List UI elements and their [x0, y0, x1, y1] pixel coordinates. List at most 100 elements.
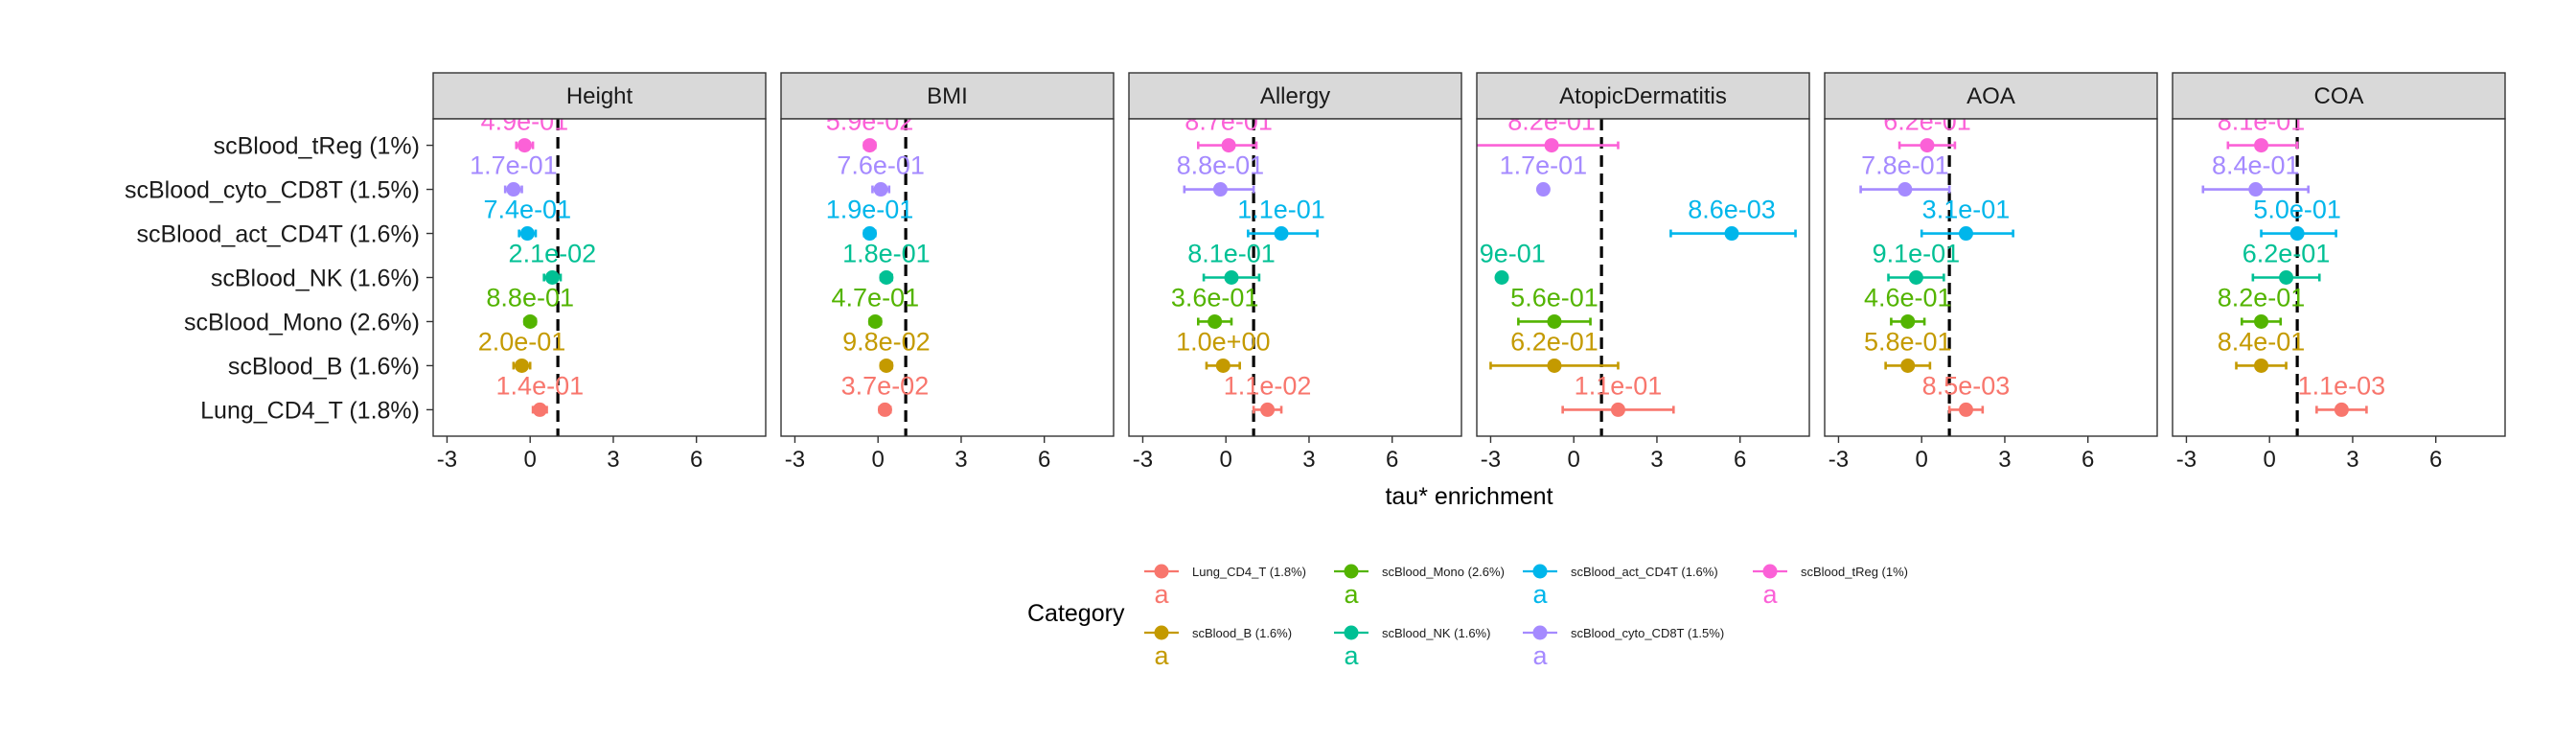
point-aoa-scblood-nk-1-6 — [1908, 270, 1923, 285]
point-label-atopicdermatitis-scblood-treg-1: 8.2e-01 — [1507, 107, 1596, 136]
legend-label-scblood-nk-1-6: scBlood_NK (1.6%) — [1382, 626, 1490, 640]
point-label-atopicdermatitis-scblood-nk-1-6: 1.9e-01 — [1458, 240, 1546, 268]
panel-border-atopicdermatitis — [1476, 118, 1810, 437]
point-label-allergy-lung-cd4-t-1-8: 1.1e-02 — [1224, 371, 1312, 400]
x-tick-label-atopicdermatitis-0: 0 — [1568, 447, 1580, 473]
legend-key-point-scblood-treg-1 — [1762, 564, 1778, 579]
point-label-bmi-lung-cd4-t-1-8: 3.7e-02 — [841, 371, 930, 400]
facet-title-allergy: Allergy — [1260, 83, 1330, 109]
point-label-atopicdermatitis-lung-cd4-t-1-8: 1.1e-01 — [1575, 371, 1663, 400]
facet-title-aoa: AOA — [1966, 83, 2015, 109]
x-tick-label-coa-6: 6 — [2429, 447, 2442, 473]
point-label-atopicdermatitis-scblood-b-1-6: 6.2e-01 — [1510, 327, 1598, 356]
point-atopicdermatitis-scblood-mono-2-6 — [1547, 313, 1562, 329]
panel-content-atopicdermatitis: 8.2e-01 1.7e-01 8.6e-03 1.9e-01 5.6e-01 6.2e-… — [1458, 107, 1797, 436]
point-label-bmi-scblood-mono-2-6: 4.7e-01 — [832, 283, 920, 312]
panel-border-bmi — [780, 118, 1115, 437]
point-bmi-scblood-treg-1 — [862, 138, 878, 153]
panel-content-bmi: 5.9e-02 7.6e-01 1.9e-01 1.8e-01 4.7e-01 9.8e-… — [826, 119, 931, 436]
legend-label-scblood-act-cd4t-1-6: scBlood_act_CD4T (1.6%) — [1571, 565, 1718, 579]
facet-strip-bmi — [780, 72, 1115, 120]
x-tick-label-coa-3: 3 — [2346, 447, 2358, 473]
legend-key-text-scblood-act-cd4t-1-6: a — [1532, 580, 1548, 609]
legend-label-scblood-mono-2-6: scBlood_Mono (2.6%) — [1382, 565, 1505, 579]
legend-key-point-scblood-nk-1-6 — [1344, 625, 1359, 640]
point-atopicdermatitis-scblood-act-cd4t-1-6 — [1724, 226, 1739, 242]
point-atopicdermatitis-scblood-nk-1-6 — [1494, 270, 1509, 285]
point-label-aoa-scblood-mono-2-6: 4.6e-01 — [1864, 283, 1952, 312]
point-coa-lung-cd4-t-1-8 — [2334, 402, 2349, 417]
point-label-atopicdermatitis-scblood-mono-2-6: 5.6e-01 — [1510, 283, 1598, 312]
x-tick-label-atopicdermatitis-3: -3 — [1481, 447, 1501, 473]
x-tick-label-aoa-3: 3 — [1998, 447, 2011, 473]
legend-key-point-scblood-mono-2-6 — [1344, 564, 1359, 579]
point-bmi-scblood-nk-1-6 — [879, 270, 894, 285]
x-tick-label-height-3: 3 — [607, 447, 619, 473]
point-label-allergy-scblood-mono-2-6: 3.6e-01 — [1171, 283, 1259, 312]
point-label-height-scblood-act-cd4t-1-6: 7.4e-01 — [484, 196, 572, 224]
x-tick-label-atopicdermatitis-6: 6 — [1734, 447, 1746, 473]
facet-strip-coa — [2172, 72, 2506, 120]
panel-background-height — [433, 119, 766, 436]
point-atopicdermatitis-lung-cd4-t-1-8 — [1610, 402, 1625, 417]
point-label-bmi-scblood-act-cd4t-1-6: 1.9e-01 — [826, 196, 914, 224]
point-bmi-scblood-act-cd4t-1-6 — [862, 226, 878, 242]
point-coa-scblood-b-1-6 — [2254, 358, 2269, 373]
point-allergy-scblood-cyto-cd8t-1-5 — [1212, 182, 1228, 197]
legend-key-point-scblood-act-cd4t-1-6 — [1532, 564, 1548, 579]
panel-background-aoa — [1825, 119, 2157, 436]
point-coa-scblood-nk-1-6 — [2279, 270, 2294, 285]
point-coa-scblood-act-cd4t-1-6 — [2289, 226, 2305, 242]
x-axis-title: tau* enrichment — [1385, 483, 1552, 510]
x-tick-label-aoa-3: -3 — [1828, 447, 1849, 473]
point-label-bmi-scblood-b-1-6: 9.8e-02 — [842, 327, 931, 356]
point-label-aoa-scblood-nk-1-6: 9.1e-01 — [1873, 240, 1961, 268]
point-label-aoa-scblood-b-1-6: 5.8e-01 — [1864, 327, 1952, 356]
facet-strip-height — [432, 72, 767, 120]
facet-title-height: Height — [566, 83, 633, 109]
point-label-height-scblood-cyto-cd8t-1-5: 1.7e-01 — [470, 151, 558, 180]
panel-background-coa — [2173, 119, 2505, 436]
y-tick-label-scblood-cyto-cd8t-1-5: scBlood_cyto_CD8T (1.5%) — [125, 177, 420, 204]
y-tick-label-scblood-b-1-6: scBlood_B (1.6%) — [228, 353, 420, 380]
point-allergy-scblood-act-cd4t-1-6 — [1274, 226, 1289, 242]
legend-label-scblood-cyto-cd8t-1-5: scBlood_cyto_CD8T (1.5%) — [1571, 626, 1724, 640]
y-tick-label-scblood-mono-2-6: scBlood_Mono (2.6%) — [184, 309, 420, 336]
point-label-aoa-scblood-act-cd4t-1-6: 3.1e-01 — [1922, 196, 2011, 224]
facet-title-atopicdermatitis: AtopicDermatitis — [1559, 83, 1727, 109]
point-label-aoa-scblood-cyto-cd8t-1-5: 7.8e-01 — [1861, 151, 1949, 180]
facet-title-coa: COA — [2313, 83, 2363, 109]
panel-content-height: 4.9e-01 1.7e-01 7.4e-01 2.1e-02 8.8e-01 2.0e-… — [470, 107, 596, 436]
point-allergy-scblood-b-1-6 — [1215, 358, 1230, 373]
point-height-scblood-b-1-6 — [515, 358, 530, 373]
legend-key-text-scblood-treg-1: a — [1762, 580, 1778, 609]
facet-strip-allergy — [1128, 72, 1462, 120]
point-label-coa-scblood-nk-1-6: 6.2e-01 — [2242, 240, 2331, 268]
x-tick-label-bmi-3: 3 — [954, 447, 967, 473]
x-tick-label-aoa-6: 6 — [2082, 447, 2094, 473]
facet-strip-atopicdermatitis — [1476, 72, 1810, 120]
legend-key-text-scblood-nk-1-6: a — [1344, 641, 1359, 670]
facet-strip-aoa — [1824, 72, 2158, 120]
x-tick-label-height-3: -3 — [437, 447, 457, 473]
point-label-coa-lung-cd4-t-1-8: 1.1e-03 — [2298, 371, 2386, 400]
point-height-scblood-mono-2-6 — [522, 313, 538, 329]
point-label-height-scblood-treg-1: 4.9e-01 — [481, 107, 569, 136]
point-aoa-scblood-b-1-6 — [1900, 358, 1916, 373]
point-label-atopicdermatitis-scblood-act-cd4t-1-6: 8.6e-03 — [1688, 196, 1776, 224]
x-tick-label-allergy-6: 6 — [1386, 447, 1398, 473]
point-allergy-scblood-nk-1-6 — [1224, 270, 1239, 285]
legend-key-point-scblood-b-1-6 — [1154, 625, 1169, 640]
panel-border-aoa — [1824, 118, 2158, 437]
point-coa-scblood-cyto-cd8t-1-5 — [2248, 182, 2264, 197]
point-allergy-scblood-mono-2-6 — [1208, 313, 1223, 329]
point-label-coa-scblood-treg-1: 8.1e-01 — [2218, 107, 2306, 136]
point-label-coa-scblood-b-1-6: 8.4e-01 — [2218, 327, 2306, 356]
point-label-aoa-scblood-treg-1: 6.2e-01 — [1883, 107, 1971, 136]
facet-title-bmi: BMI — [927, 83, 968, 109]
x-tick-label-coa-3: -3 — [2176, 447, 2196, 473]
point-atopicdermatitis-scblood-b-1-6 — [1547, 358, 1562, 373]
point-label-aoa-lung-cd4-t-1-8: 8.5e-03 — [1922, 371, 2011, 400]
point-bmi-scblood-b-1-6 — [879, 358, 894, 373]
